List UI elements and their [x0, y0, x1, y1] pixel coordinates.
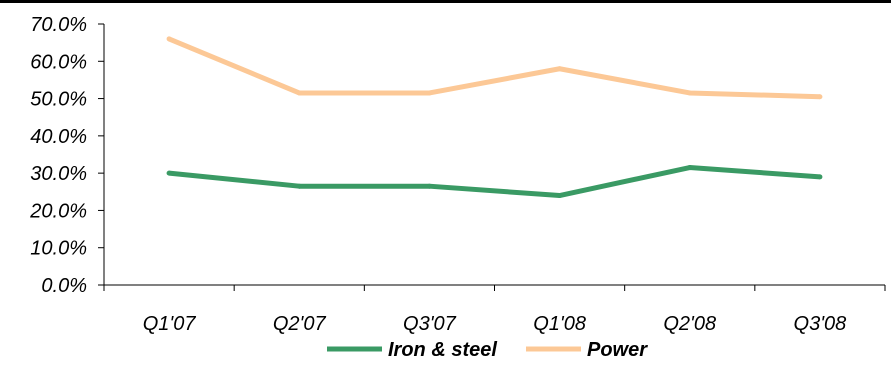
y-tick-label: 60.0%	[30, 51, 87, 73]
x-tick-label: Q3'07	[403, 313, 457, 335]
y-tick-label: 20.0%	[29, 200, 87, 222]
x-axis: Q1'07 Q2'07 Q3'07 Q1'08 Q2'08 Q3'08	[103, 284, 886, 335]
x-tick-label: Q1'07	[143, 313, 197, 335]
data-point	[166, 170, 172, 176]
data-point	[426, 90, 432, 96]
legend-label: Power	[587, 339, 648, 361]
y-tick-label: 0.0%	[41, 275, 87, 297]
x-tick-label: Q3'08	[794, 313, 847, 335]
y-axis: 0.0% 10.0% 20.0% 30.0% 40.0% 50.0% 60.0% 70.0%	[29, 14, 105, 297]
top-border-line	[0, 0, 891, 3]
y-tick-label: 70.0%	[30, 14, 87, 36]
series-line-0	[168, 165, 821, 199]
data-point	[296, 183, 302, 189]
x-tick-label: Q1'08	[533, 313, 586, 335]
data-point	[166, 36, 172, 42]
data-point	[557, 66, 563, 72]
data-point	[557, 193, 563, 199]
data-point	[687, 90, 693, 96]
series-lines	[166, 36, 823, 199]
data-point	[296, 90, 302, 96]
x-tick-label: Q2'07	[273, 313, 327, 335]
data-point	[817, 94, 823, 100]
data-point	[426, 183, 432, 189]
series-line-1	[168, 36, 820, 100]
x-tick-label: Q2'08	[663, 313, 716, 335]
data-point	[817, 174, 823, 180]
y-tick-label: 10.0%	[30, 238, 87, 260]
y-tick-label: 40.0%	[30, 126, 87, 148]
legend: Iron & steel Power	[327, 339, 648, 361]
legend-label: Iron & steel	[388, 339, 497, 361]
y-tick-label: 50.0%	[30, 89, 87, 111]
y-tick-label: 30.0%	[30, 163, 87, 185]
data-point	[687, 165, 693, 171]
